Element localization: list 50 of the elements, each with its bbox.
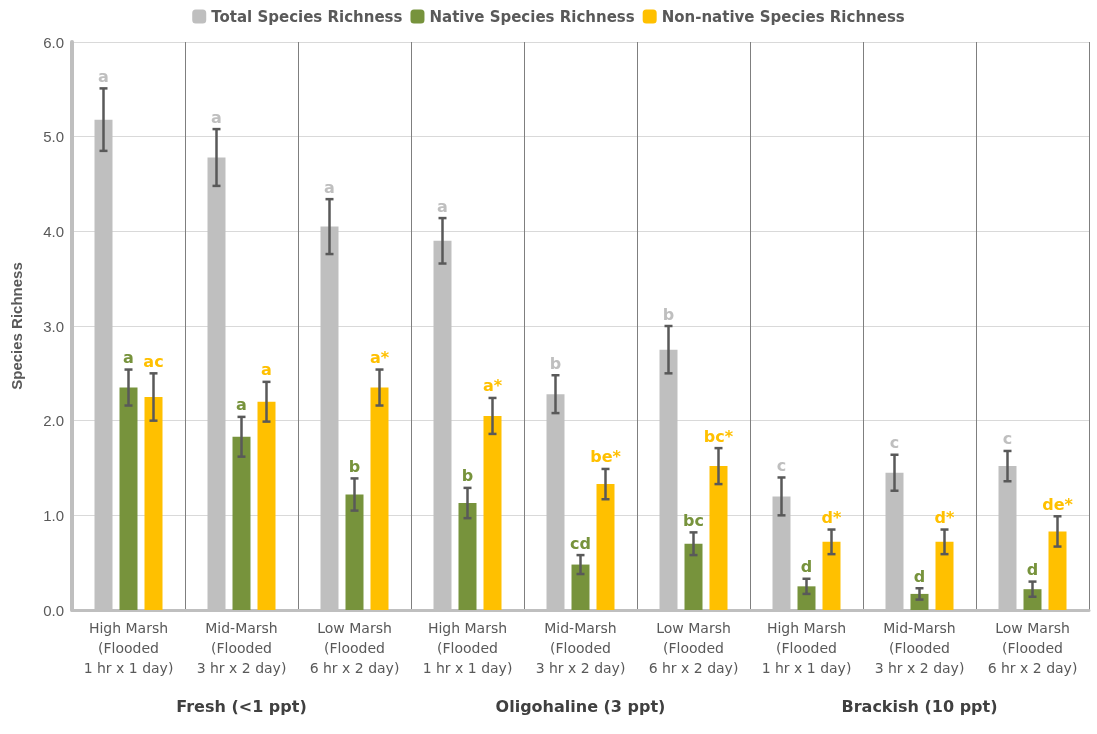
y-tick-label: 1.0 [43,506,64,524]
legend-label: Non-native Species Richness [661,7,905,26]
y-tick-label: 6.0 [43,33,64,51]
x-tick-label: High Marsh (Flooded 1 hr x 1 day) [761,620,852,676]
data-label: a [437,196,448,216]
data-label: a [98,66,109,86]
data-label: a [324,177,335,197]
x-tick-label: Mid-Marsh (Flooded 3 hr x 2 day) [874,620,965,676]
data-label: d [1026,560,1039,580]
data-label: ac [143,351,164,371]
data-label: c [776,455,787,475]
data-label: cd [570,533,591,553]
x-tick-label: Low Marsh (Flooded 6 hr x 2 day) [648,620,739,676]
data-label: de* [1042,494,1074,514]
x-tick-label: Mid-Marsh (Flooded 3 hr x 2 day) [535,620,626,676]
data-label: d* [934,508,956,528]
y-tick-label: 4.0 [43,222,64,240]
data-label: c [1002,429,1013,449]
x-tick-label: Low Marsh (Flooded 6 hr x 2 day) [309,620,400,676]
data-label: bc [683,510,704,530]
data-label: b [549,353,562,373]
x-tick-label: High Marsh (Flooded 1 hr x 1 day) [83,620,174,676]
data-label: a [261,360,272,380]
legend-label: Native Species Richness [429,7,635,26]
text: Fresh (<1 ppt) [176,696,307,716]
data-label: b [662,304,675,324]
data-label: b [348,456,361,476]
data-label: a [211,107,222,127]
data-label: b [461,466,474,486]
y-tick-label: 0.0 [43,601,64,619]
y-axis-title: Species Richness [8,262,25,390]
y-tick-label: 2.0 [43,412,64,430]
y-tick-label: 5.0 [43,128,64,146]
data-label: c [889,433,900,453]
text: Oligohaline (3 ppt) [495,696,666,716]
data-label: d [913,566,926,586]
data-label: a [236,395,247,415]
y-tick-label: 3.0 [43,317,64,335]
data-label: a [123,348,134,368]
data-label: be* [590,447,622,467]
data-label: bc* [703,426,734,446]
x-tick-label: Low Marsh (Flooded 6 hr x 2 day) [987,620,1078,676]
data-label: a* [482,376,503,396]
x-tick-label: High Marsh (Flooded 1 hr x 1 day) [422,620,513,676]
data-label: d* [821,508,843,528]
data-label: d [800,557,813,577]
x-tick-label: Mid-Marsh (Flooded 3 hr x 2 day) [196,620,287,676]
legend-label: Total Species Richness [211,7,403,26]
text: Brackish (10 ppt) [841,696,998,716]
data-label: a* [369,348,390,368]
